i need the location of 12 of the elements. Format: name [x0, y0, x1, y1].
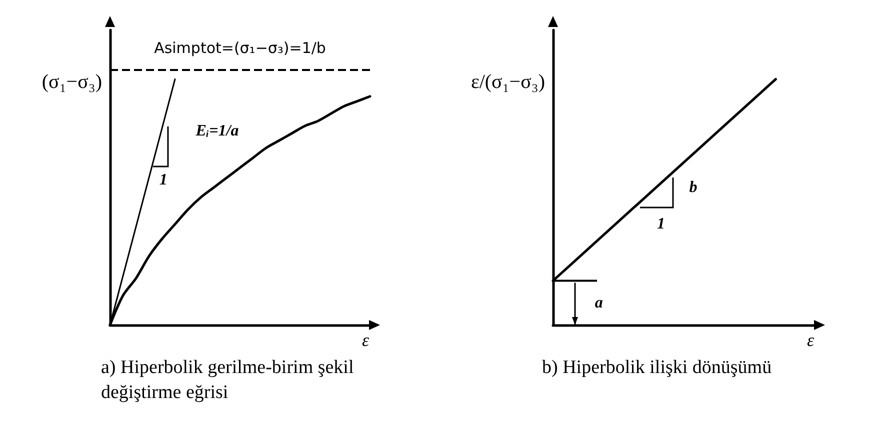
y-axis-title: ε/(σ₁−σ₃): [470, 71, 545, 93]
y-axis-title: (σ₁−σ₃): [42, 71, 102, 93]
x-axis-title: ε: [807, 330, 815, 350]
text: b) Hiperbolik ilişki dönüşümü: [542, 357, 772, 378]
annotation: a: [594, 294, 603, 312]
annotation: Eᵢ=1/a: [194, 122, 239, 140]
x-axis-title: ε: [362, 330, 370, 350]
ref-line-label: Asimptot=(σ₁−σ₃)=1/b: [154, 38, 326, 57]
annotation: b: [689, 178, 698, 196]
annotation: 1: [657, 216, 666, 233]
annotation: 1: [159, 171, 168, 188]
text: a) Hiperbolik gerilme-birim şekil değiştirme eğrisi: [101, 357, 358, 403]
